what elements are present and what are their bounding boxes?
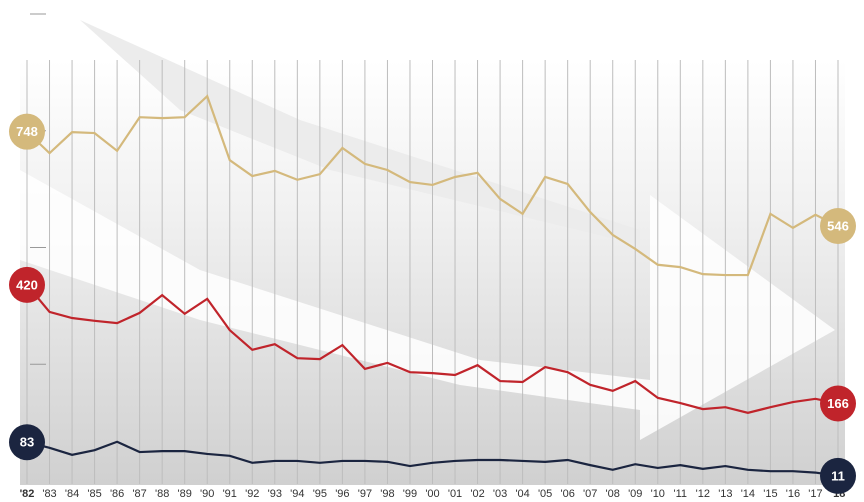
x-tick-label: '85 <box>87 488 101 500</box>
x-tick-label: '09 <box>628 488 642 500</box>
x-tick-label: '87 <box>132 488 146 500</box>
value-label: 546 <box>827 218 849 233</box>
x-tick-label: '95 <box>313 488 327 500</box>
x-tick-label: '82 <box>20 488 35 500</box>
value-label: 748 <box>16 124 38 139</box>
chart: '82 '83 '84 '85 '86 '87 '88 '89 '90 '91 '92 '93 '94 '… <box>0 0 864 502</box>
x-tick-label: '03 <box>493 488 507 500</box>
x-tick-label: '13 <box>718 488 732 500</box>
x-tick-label: '14 <box>741 488 755 500</box>
x-tick-label: '88 <box>155 488 169 500</box>
x-tick-label: '97 <box>358 488 372 500</box>
x-tick-label: '02 <box>470 488 484 500</box>
x-tick-label: '12 <box>696 488 710 500</box>
x-tick-label: '92 <box>245 488 259 500</box>
x-tick-label: '05 <box>538 488 552 500</box>
x-tick-label: '84 <box>65 488 79 500</box>
x-tick-label: '11 <box>674 488 688 500</box>
x-tick-label: '08 <box>606 488 620 500</box>
x-tick-label: '98 <box>380 488 394 500</box>
x-tick-label: '99 <box>403 488 417 500</box>
value-label: 11 <box>831 468 845 483</box>
value-label: 166 <box>827 396 849 411</box>
x-tick-label: '15 <box>763 488 777 500</box>
x-tick-label: '94 <box>290 488 304 500</box>
x-tick-label: '17 <box>808 488 822 500</box>
x-tick-label: '83 <box>42 488 56 500</box>
x-tick-label: '91 <box>223 488 237 500</box>
x-tick-label: '96 <box>335 488 349 500</box>
x-tick-label: '07 <box>583 488 597 500</box>
x-tick-label: '01 <box>448 488 462 500</box>
x-tick-label: '04 <box>515 488 529 500</box>
x-tick-label: '90 <box>200 488 214 500</box>
x-tick-label: '06 <box>560 488 574 500</box>
x-tick-label: '86 <box>110 488 124 500</box>
x-tick-label: '93 <box>268 488 282 500</box>
x-tick-label: '89 <box>178 488 192 500</box>
value-label: 420 <box>16 277 38 292</box>
x-tick-label: '10 <box>651 488 665 500</box>
value-label: 83 <box>20 435 34 450</box>
x-tick-label: '00 <box>425 488 439 500</box>
x-tick-label: '16 <box>786 488 800 500</box>
